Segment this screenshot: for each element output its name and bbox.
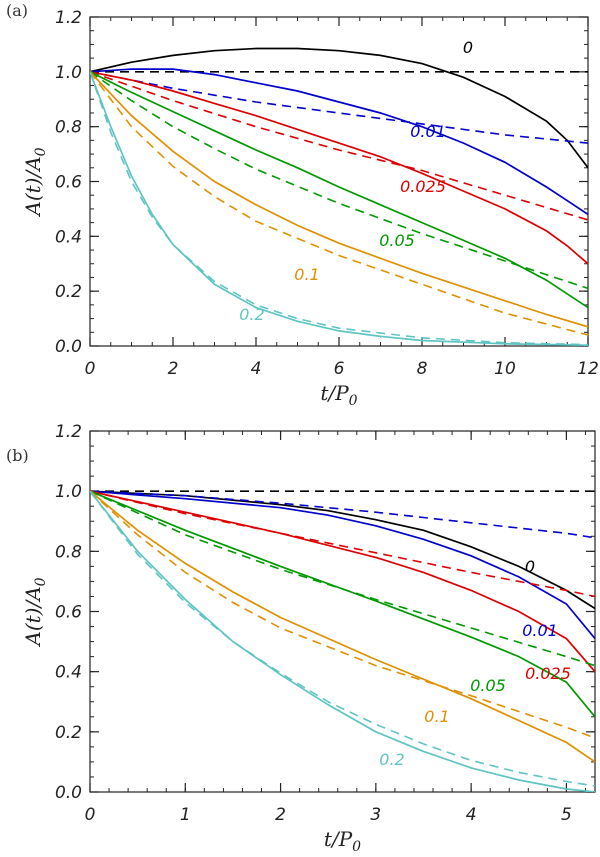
curve-label-0: 0	[525, 557, 535, 576]
x-tick-label: 0	[85, 805, 96, 825]
series-dashed-line-0.1	[90, 71, 588, 336]
x-tick-label: 3	[370, 805, 381, 825]
y-tick-label: 0.8	[55, 118, 82, 138]
series-dashed-line-0.2	[90, 490, 595, 787]
x-axis-title: t/P0	[320, 381, 357, 409]
series-solid-line-0.01	[90, 68, 588, 216]
x-tick-label: 4	[251, 359, 262, 379]
panel-label: (a)	[6, 1, 28, 20]
series-dashed-line-0.025	[90, 490, 595, 598]
series-solid-line-0.2	[90, 490, 595, 792]
series-dashed-line-0.1	[90, 490, 595, 739]
curve-label-0.05: 0.05	[470, 676, 506, 695]
series-solid-line-0.025	[90, 490, 595, 673]
y-tick-label: 0.8	[55, 542, 82, 562]
series-solid-line-0.1	[90, 490, 595, 763]
y-tick-label: 0.6	[55, 173, 82, 193]
series-solid-line-0.2	[90, 71, 588, 346]
x-axis-title-sub: 0	[352, 839, 361, 855]
y-tick-label: 1.0	[55, 482, 82, 502]
x-tick-label: 0	[85, 359, 96, 379]
x-tick-label: 10	[494, 359, 516, 379]
series-dashed-line-0.01	[90, 490, 595, 539]
x-tick-label: 1	[180, 805, 191, 825]
y-axis-title: A(t)/A0	[21, 577, 49, 647]
y-tick-label: 1.0	[55, 63, 82, 83]
series-solid-line-0.1	[90, 71, 588, 328]
x-axis-title-sub: 0	[349, 393, 358, 409]
series-dashed-line-0.2	[90, 71, 588, 346]
series-dashed-line-0.05	[90, 71, 588, 290]
series-solid-line-0.05	[90, 490, 595, 718]
series-solid-line-0.05	[90, 71, 588, 309]
curve-label-0.1: 0.1	[424, 707, 449, 726]
y-axis-title: A(t)/A0	[21, 147, 49, 217]
y-tick-label: 0.0	[55, 783, 82, 803]
series-dashed-line-0.05	[90, 490, 595, 667]
y-axis-title-main: A(t)/A	[21, 156, 45, 217]
x-tick-label: 8	[417, 359, 428, 379]
series-dashed-line-0.025	[90, 71, 588, 221]
series-solid-line-0	[90, 47, 588, 169]
plot-area	[90, 47, 588, 346]
curve-label-0.2: 0.2	[239, 305, 264, 324]
x-tick-label: 4	[466, 805, 477, 825]
x-tick-label: 6	[334, 359, 345, 379]
y-tick-label: 1.2	[55, 422, 82, 442]
series-solid-line-0.01	[90, 490, 595, 640]
panel-label: (b)	[6, 446, 29, 465]
x-axis-title-main: t/P	[324, 827, 353, 851]
x-tick-label: 5	[561, 805, 572, 825]
y-tick-label: 0.4	[55, 227, 82, 247]
y-tick-label: 0.4	[55, 663, 82, 683]
y-tick-label: 0.0	[55, 337, 82, 357]
panel-a: (a)0 2 4 6 8 10 120.00.20.40.60.81.01.2t/P0A(t…	[6, 1, 599, 409]
x-tick-label: 12	[577, 359, 599, 379]
y-tick-label: 1.2	[55, 8, 82, 28]
panel-b: (b)0 1 2 3 4 50.00.20.40.60.81.01.2t/P0A(t)/A…	[6, 422, 596, 855]
y-axis-title-sub: 0	[33, 147, 49, 156]
curve-label-0: 0	[463, 38, 473, 57]
curve-label-0.01: 0.01	[410, 122, 446, 141]
plot-frame	[89, 16, 589, 347]
y-tick-label: 0.6	[55, 603, 82, 623]
y-axis-title-sub: 0	[33, 577, 49, 586]
series-solid-line-0.025	[90, 70, 588, 265]
x-axis-title-main: t/P	[320, 381, 349, 405]
curve-label-0.05: 0.05	[379, 231, 415, 250]
curve-label-0.025: 0.025	[525, 664, 571, 683]
curve-label-0.2: 0.2	[379, 750, 404, 769]
curve-label-0.1: 0.1	[294, 265, 319, 284]
plot-area	[90, 490, 595, 792]
x-tick-label: 2	[275, 805, 286, 825]
curve-label-0.025: 0.025	[400, 177, 446, 196]
y-tick-label: 0.2	[55, 282, 82, 302]
y-tick-label: 0.2	[55, 723, 82, 743]
y-axis-title-main: A(t)/A	[21, 586, 45, 647]
x-axis-title: t/P0	[324, 827, 361, 855]
curve-label-0.01: 0.01	[522, 621, 558, 640]
x-tick-label: 2	[168, 359, 179, 379]
